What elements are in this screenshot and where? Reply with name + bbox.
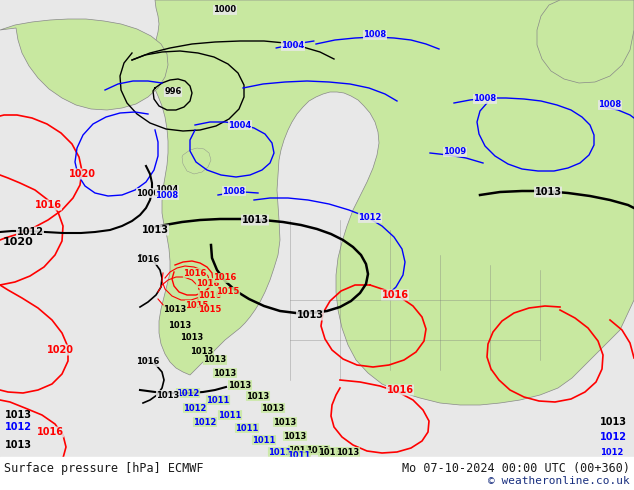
Text: 1013: 1013 (337, 447, 359, 457)
Text: 1016: 1016 (387, 385, 413, 395)
Text: 1013: 1013 (228, 381, 252, 390)
Text: 1013: 1013 (247, 392, 269, 400)
Text: 1008: 1008 (598, 100, 621, 109)
Text: 1009: 1009 (443, 147, 467, 156)
Text: 1013: 1013 (157, 391, 179, 399)
Bar (0, 457, 634, 490)
Text: 1016: 1016 (37, 427, 63, 437)
Text: 1012: 1012 (600, 432, 627, 442)
Text: 1016: 1016 (213, 273, 236, 283)
Text: 1013: 1013 (204, 356, 226, 365)
Polygon shape (182, 148, 211, 174)
Text: 1012: 1012 (358, 214, 382, 222)
Text: 1011: 1011 (268, 447, 292, 457)
Text: 1013: 1013 (318, 447, 342, 457)
Text: 1012: 1012 (16, 227, 44, 237)
Polygon shape (0, 19, 168, 110)
Text: 1020: 1020 (46, 345, 74, 355)
Text: 1013: 1013 (190, 347, 214, 357)
Text: 1011: 1011 (235, 423, 259, 433)
Text: 1016: 1016 (197, 278, 220, 288)
Text: 1004: 1004 (281, 42, 304, 50)
Text: 1004: 1004 (155, 186, 179, 195)
Text: 1016: 1016 (198, 291, 222, 299)
Text: 1013: 1013 (181, 334, 204, 343)
Text: Mo 07-10-2024 00:00 UTC (00+360): Mo 07-10-2024 00:00 UTC (00+360) (402, 462, 630, 474)
Text: 1013: 1013 (5, 440, 32, 450)
Text: 1011: 1011 (206, 395, 230, 405)
Text: 1012: 1012 (5, 422, 32, 432)
Text: 1008: 1008 (223, 187, 245, 196)
Text: 1013: 1013 (261, 403, 285, 413)
Text: 1013: 1013 (141, 225, 169, 235)
Text: 1016: 1016 (34, 200, 61, 210)
Text: 1011: 1011 (287, 450, 311, 460)
Text: 1013: 1013 (169, 320, 191, 329)
Text: 1016: 1016 (183, 269, 207, 277)
Text: 1015: 1015 (185, 300, 209, 310)
Text: 1012: 1012 (600, 448, 623, 457)
Text: 1013: 1013 (283, 432, 307, 441)
Polygon shape (150, 0, 634, 405)
Text: 1013: 1013 (297, 310, 323, 320)
Text: 1011: 1011 (252, 436, 276, 444)
Text: 1015: 1015 (198, 305, 222, 315)
Text: 1012: 1012 (193, 417, 217, 426)
Text: 1013: 1013 (214, 368, 236, 377)
Text: 1008: 1008 (363, 30, 387, 40)
Text: © weatheronline.co.uk: © weatheronline.co.uk (488, 476, 630, 486)
Text: 1004: 1004 (228, 121, 252, 129)
Text: 1013: 1013 (534, 187, 562, 197)
Text: 1000: 1000 (136, 189, 160, 197)
Text: 1015: 1015 (216, 288, 240, 296)
Text: 996: 996 (164, 88, 182, 97)
Text: 1000: 1000 (214, 5, 236, 15)
Text: 1016: 1016 (382, 290, 408, 300)
Text: 1013: 1013 (273, 417, 297, 426)
Text: 1013: 1013 (306, 445, 330, 455)
Text: 1016: 1016 (136, 358, 160, 367)
Text: Surface pressure [hPa] ECMWF: Surface pressure [hPa] ECMWF (4, 462, 204, 474)
Text: 1013: 1013 (288, 445, 312, 455)
Text: 1016: 1016 (136, 255, 160, 265)
Text: 1013: 1013 (242, 215, 269, 225)
Polygon shape (537, 0, 634, 83)
Text: 1013: 1013 (164, 305, 186, 315)
Text: 1012: 1012 (183, 403, 207, 413)
Text: 1012: 1012 (176, 389, 200, 397)
Text: 1008: 1008 (155, 191, 179, 199)
Text: 1011: 1011 (218, 411, 242, 419)
Text: 1013: 1013 (5, 410, 32, 420)
Text: 1008: 1008 (474, 95, 496, 103)
Text: 1020: 1020 (3, 237, 34, 247)
Text: 1020: 1020 (68, 169, 96, 179)
Text: 1013: 1013 (600, 417, 627, 427)
